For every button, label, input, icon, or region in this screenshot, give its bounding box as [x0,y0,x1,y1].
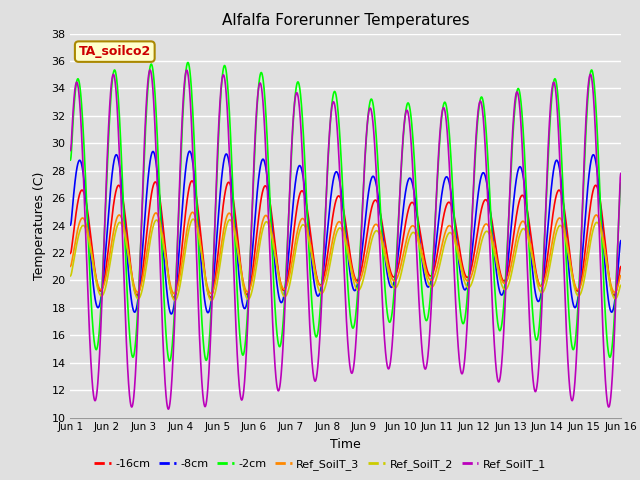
-8cm [617,238,625,244]
Ref_SoilT_2 [67,273,74,279]
Ref_SoilT_1 [164,406,172,412]
-2cm [547,104,555,109]
Ref_SoilT_2 [302,225,310,231]
-8cm [547,188,555,193]
Ref_SoilT_3 [67,264,74,269]
-16cm [607,282,614,288]
-2cm [607,354,614,360]
Ref_SoilT_1 [162,393,170,398]
Y-axis label: Temperatures (C): Temperatures (C) [33,171,45,280]
-2cm [184,60,192,65]
Ref_SoilT_3 [607,279,614,285]
Ref_SoilT_1 [129,399,137,405]
Ref_SoilT_1 [547,96,555,101]
Line: -8cm: -8cm [70,151,621,314]
-16cm [278,285,285,291]
-2cm [302,177,310,183]
-8cm [186,148,193,154]
Title: Alfalfa Forerunner Temperatures: Alfalfa Forerunner Temperatures [222,13,469,28]
-8cm [129,307,137,312]
Ref_SoilT_3 [617,273,625,278]
-16cm [162,250,170,256]
Line: Ref_SoilT_3: Ref_SoilT_3 [70,212,621,294]
-2cm [67,157,74,163]
Ref_SoilT_3 [170,291,178,297]
-16cm [547,226,555,231]
Ref_SoilT_2 [607,283,614,289]
-16cm [188,178,196,184]
Ref_SoilT_3 [547,246,555,252]
-16cm [617,264,625,270]
Ref_SoilT_2 [162,258,170,264]
Ref_SoilT_1 [67,147,74,153]
Ref_SoilT_1 [302,229,310,235]
Line: -2cm: -2cm [70,62,621,361]
Ref_SoilT_2 [547,256,555,262]
-2cm [162,329,170,335]
Ref_SoilT_2 [617,282,625,288]
-8cm [607,307,614,313]
-2cm [617,180,625,186]
-16cm [170,295,177,300]
X-axis label: Time: Time [330,438,361,451]
-2cm [166,358,173,364]
-8cm [302,195,310,201]
Line: Ref_SoilT_2: Ref_SoilT_2 [70,219,621,300]
Ref_SoilT_1 [146,67,154,73]
Ref_SoilT_1 [617,170,625,176]
-8cm [278,300,285,305]
Text: TA_soilco2: TA_soilco2 [79,45,151,58]
Line: -16cm: -16cm [70,181,621,298]
Ref_SoilT_1 [607,398,614,404]
Ref_SoilT_3 [129,279,137,285]
Ref_SoilT_2 [208,298,216,303]
-8cm [162,278,170,284]
-8cm [67,222,74,228]
Ref_SoilT_3 [162,255,170,261]
Ref_SoilT_3 [189,209,196,215]
Line: Ref_SoilT_1: Ref_SoilT_1 [70,70,621,409]
Ref_SoilT_2 [189,216,197,222]
-16cm [302,197,310,203]
-2cm [278,334,285,340]
-2cm [129,354,137,360]
Ref_SoilT_2 [278,289,285,295]
-16cm [67,251,74,256]
-8cm [168,311,175,317]
Ref_SoilT_3 [278,283,285,289]
Ref_SoilT_2 [129,282,137,288]
Legend: -16cm, -8cm, -2cm, Ref_SoilT_3, Ref_SoilT_2, Ref_SoilT_1: -16cm, -8cm, -2cm, Ref_SoilT_3, Ref_Soil… [90,455,550,474]
-16cm [129,281,137,287]
Ref_SoilT_3 [302,220,310,226]
Ref_SoilT_1 [278,363,285,369]
